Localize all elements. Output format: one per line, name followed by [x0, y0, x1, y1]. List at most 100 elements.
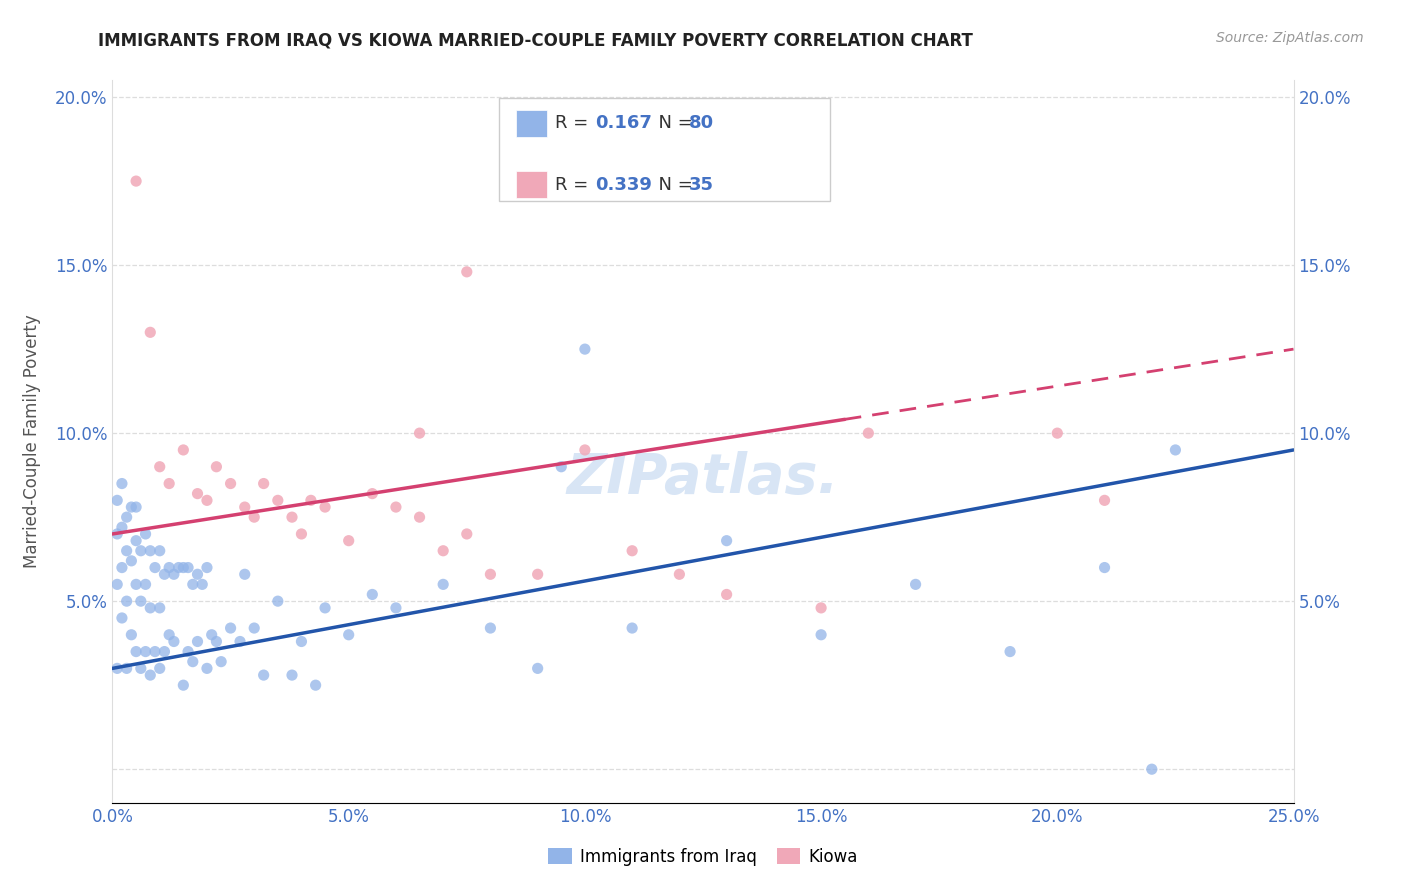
Point [172, 560, 194, 574]
Point [267, 493, 290, 508]
Point [1094, 560, 1116, 574]
Point [135, 527, 157, 541]
Point [267, 594, 290, 608]
Point [290, 634, 312, 648]
Point [177, 644, 200, 658]
Point [904, 577, 927, 591]
Point [157, 476, 180, 491]
Point [408, 426, 430, 441]
Y-axis label: Married-Couple Family Poverty: Married-Couple Family Poverty [24, 315, 41, 568]
Point [456, 527, 478, 541]
Text: 0.339: 0.339 [595, 176, 651, 194]
Point [143, 644, 166, 658]
Point [195, 560, 218, 574]
Point [479, 621, 502, 635]
Point [105, 493, 128, 508]
Point [432, 543, 454, 558]
Point [177, 560, 200, 574]
Point [115, 594, 138, 608]
Point [621, 621, 644, 635]
Text: 35: 35 [689, 176, 714, 194]
Point [139, 326, 162, 340]
Point [1164, 442, 1187, 457]
Point [105, 661, 128, 675]
Point [105, 527, 128, 541]
Point [229, 634, 252, 648]
Point [574, 342, 596, 356]
Point [149, 661, 172, 675]
Point [314, 600, 336, 615]
Point [149, 600, 172, 615]
Point [120, 554, 142, 568]
Text: IMMIGRANTS FROM IRAQ VS KIOWA MARRIED-COUPLE FAMILY POVERTY CORRELATION CHART: IMMIGRANTS FROM IRAQ VS KIOWA MARRIED-CO… [98, 31, 973, 49]
Text: N =: N = [647, 176, 699, 194]
Point [479, 567, 502, 582]
Point [205, 459, 228, 474]
Point [550, 459, 572, 474]
Point [810, 600, 832, 615]
Point [125, 500, 148, 514]
Point [186, 634, 208, 648]
Point [195, 493, 218, 508]
Text: R =: R = [555, 176, 595, 194]
Point [153, 644, 176, 658]
Point [1046, 426, 1069, 441]
Point [233, 500, 256, 514]
Point [201, 628, 224, 642]
Point [181, 577, 204, 591]
Point [111, 520, 134, 534]
Point [167, 560, 190, 574]
Point [143, 560, 166, 574]
Point [186, 567, 208, 582]
Point [621, 543, 644, 558]
Point [163, 634, 186, 648]
Point [243, 510, 266, 524]
Point [253, 668, 276, 682]
Point [526, 661, 548, 675]
Point [408, 510, 430, 524]
Point [205, 634, 228, 648]
Text: N =: N = [647, 114, 699, 132]
Point [304, 678, 326, 692]
Point [574, 442, 596, 457]
Point [716, 587, 738, 601]
Point [998, 644, 1021, 658]
Point [361, 587, 384, 601]
Point [129, 543, 152, 558]
Point [149, 543, 172, 558]
Point [163, 567, 186, 582]
Point [432, 577, 454, 591]
Point [526, 567, 548, 582]
Point [111, 560, 134, 574]
Point [385, 500, 408, 514]
Point [135, 644, 157, 658]
Point [115, 543, 138, 558]
Text: R =: R = [555, 114, 595, 132]
Point [153, 567, 176, 582]
Point [125, 174, 148, 188]
Text: 80: 80 [689, 114, 714, 132]
Point [456, 265, 478, 279]
Point [120, 500, 142, 514]
Point [115, 510, 138, 524]
Point [290, 527, 312, 541]
Point [125, 577, 148, 591]
Point [668, 567, 690, 582]
Text: 0.167: 0.167 [595, 114, 651, 132]
Point [111, 611, 134, 625]
Point [209, 655, 232, 669]
Point [385, 600, 408, 615]
Legend: Immigrants from Iraq, Kiowa: Immigrants from Iraq, Kiowa [540, 839, 866, 874]
Point [361, 486, 384, 500]
Point [139, 600, 162, 615]
Point [195, 661, 218, 675]
Point [337, 533, 360, 548]
Point [1094, 493, 1116, 508]
Text: Source: ZipAtlas.com: Source: ZipAtlas.com [1216, 31, 1364, 45]
Point [810, 628, 832, 642]
Point [139, 543, 162, 558]
Point [233, 567, 256, 582]
Point [299, 493, 322, 508]
Point [139, 668, 162, 682]
Point [191, 577, 214, 591]
